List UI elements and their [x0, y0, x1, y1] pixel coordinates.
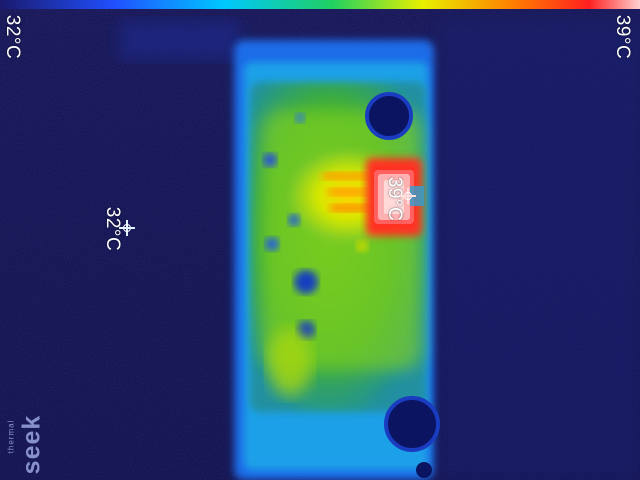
logo-word: seek: [17, 415, 46, 475]
mounting-hole: [367, 94, 411, 138]
crosshair-icon[interactable]: [119, 220, 135, 236]
mounting-hole: [386, 398, 438, 450]
logo-subtext: thermal: [6, 420, 15, 454]
color-scale-bar: [0, 0, 640, 9]
scale-max-label: 39°C: [611, 15, 633, 59]
crosshair-icon: [400, 188, 416, 204]
seek-thermal-logo: seek thermal: [2, 412, 38, 468]
scale-min-label: 32°C: [1, 15, 23, 59]
